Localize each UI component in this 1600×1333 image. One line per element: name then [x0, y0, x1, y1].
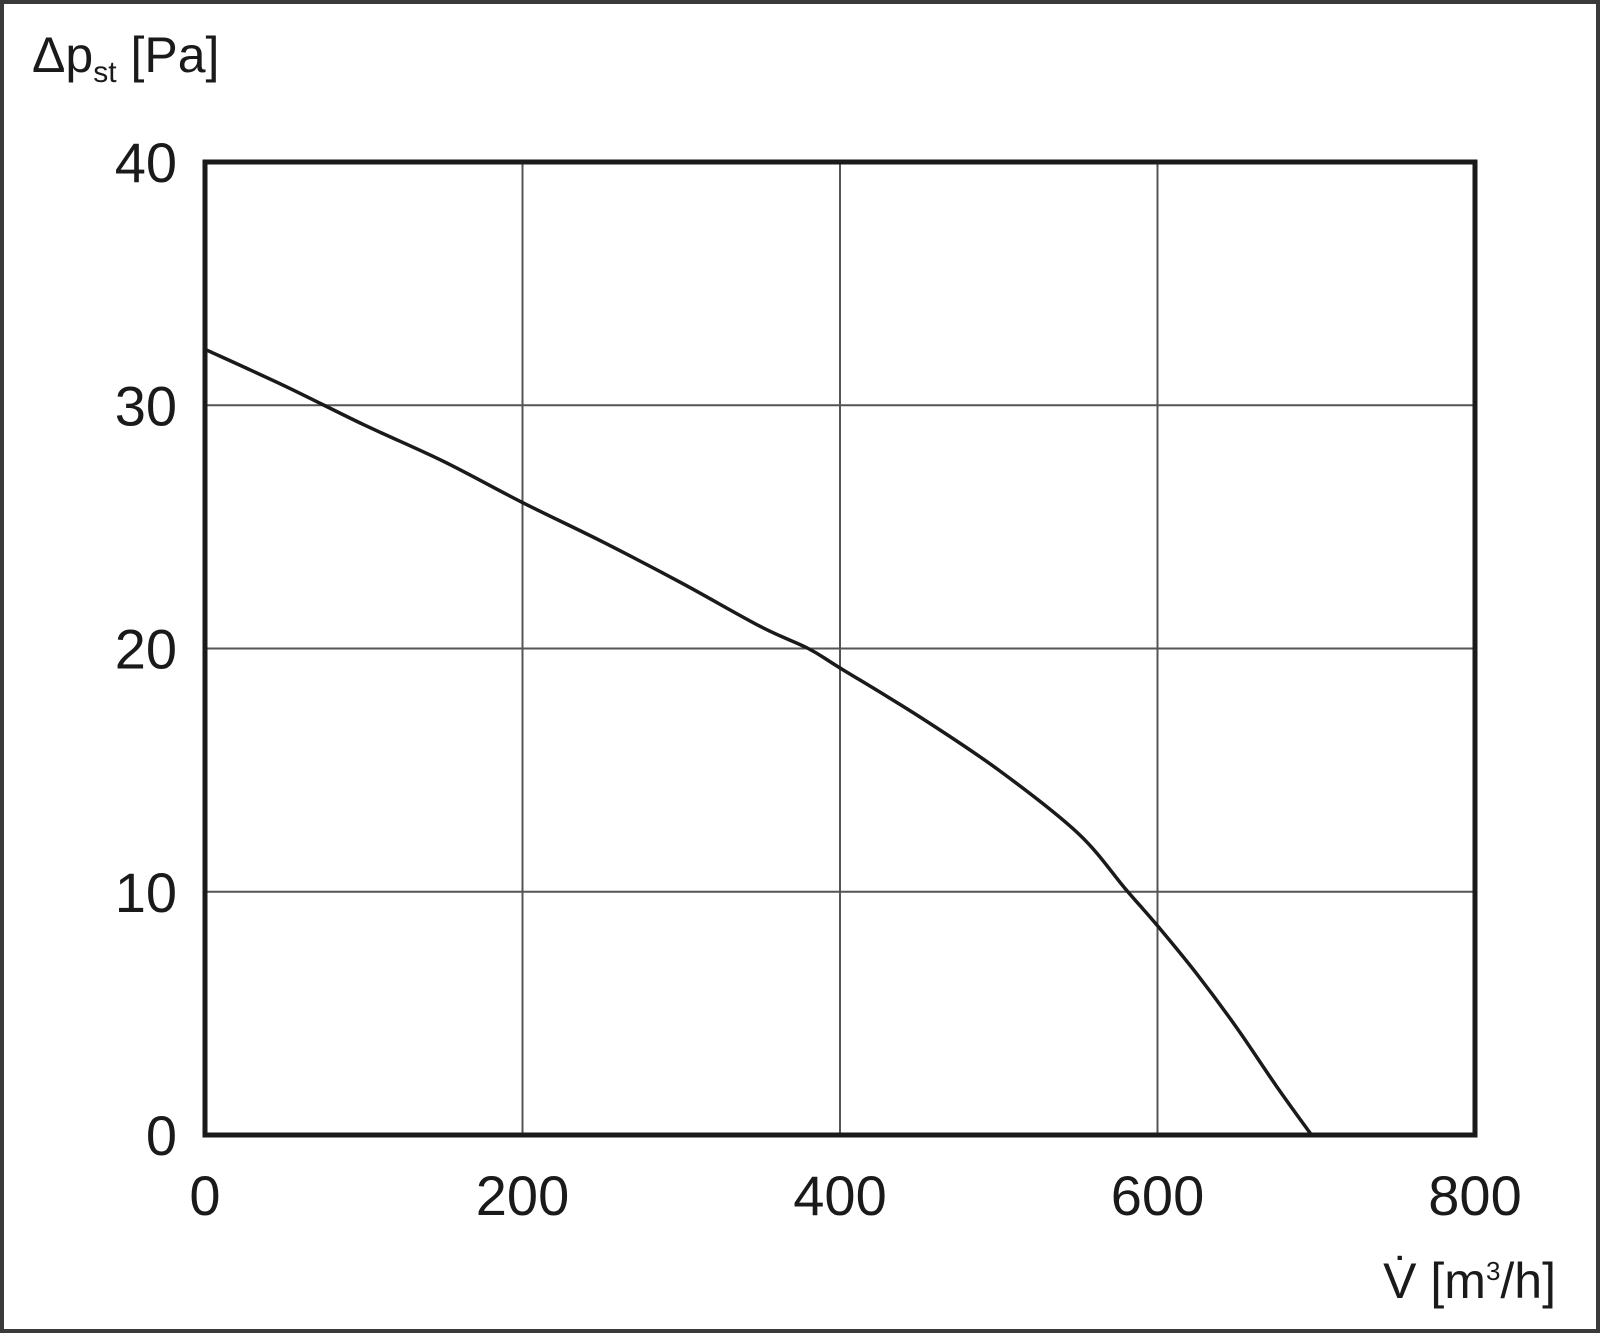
- y-axis-label-unit: [Pa]: [117, 27, 220, 83]
- x-tick-label: 200: [476, 1164, 569, 1227]
- y-tick-label: 10: [115, 861, 177, 924]
- x-axis-label-symbol: V̇: [1383, 1253, 1417, 1309]
- x-axis-label-unit-end: /h]: [1500, 1253, 1556, 1309]
- series-group: [203, 347, 1314, 1137]
- x-tick-label: 800: [1428, 1164, 1521, 1227]
- x-tick-label: 600: [1111, 1164, 1204, 1227]
- x-tick-label: 400: [793, 1164, 886, 1227]
- y-tick-label: 0: [146, 1104, 177, 1167]
- x-axis-label: V̇ [m3/h]: [1383, 1253, 1556, 1309]
- x-tick-labels: 0 200 400 600 800: [189, 1164, 1521, 1227]
- plot-border: [202, 159, 1478, 1138]
- series-line: [203, 347, 1314, 1137]
- x-tick-label: 0: [189, 1164, 220, 1227]
- y-axis-label: Δpst [Pa]: [32, 27, 219, 89]
- y-axis-label-prefix: Δp: [32, 27, 93, 83]
- x-axis-label-unit-start: [m: [1417, 1253, 1486, 1309]
- grid-lines: [205, 162, 1475, 1135]
- y-tick-label: 40: [115, 131, 177, 194]
- y-tick-label: 20: [115, 618, 177, 681]
- x-axis-label-superscript: 3: [1486, 1256, 1500, 1286]
- y-axis-label-subscript: st: [93, 56, 117, 89]
- y-tick-labels: 0 10 20 30 40: [115, 131, 177, 1167]
- y-tick-label: 30: [115, 374, 177, 437]
